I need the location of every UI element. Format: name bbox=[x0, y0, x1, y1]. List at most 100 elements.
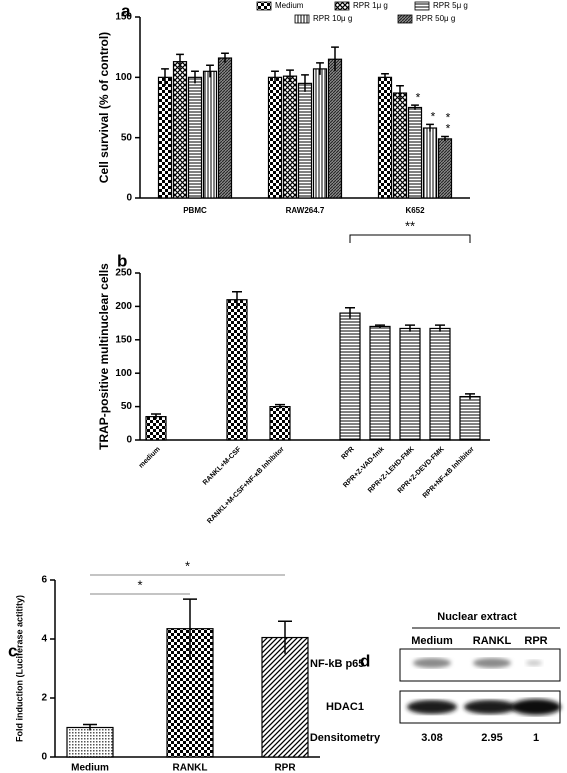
error-bar bbox=[221, 52, 229, 63]
panel-letter: a bbox=[121, 1, 131, 20]
bar bbox=[226, 299, 248, 441]
bar bbox=[217, 57, 233, 199]
x-tick-label: RAW264.7 bbox=[286, 206, 325, 215]
bar bbox=[297, 82, 313, 199]
x-tick-label: K652 bbox=[405, 206, 425, 215]
error-bar bbox=[381, 72, 389, 81]
y-tick-label: 0 bbox=[126, 435, 132, 446]
significance-label: * bbox=[137, 577, 142, 592]
band bbox=[511, 699, 561, 715]
y-tick-label: 50 bbox=[121, 132, 133, 143]
bar bbox=[145, 416, 167, 441]
x-tick-label: RANKL+M-CSF+NF-κB Inhibitor bbox=[206, 446, 286, 526]
band bbox=[473, 658, 511, 668]
error-bar bbox=[206, 64, 214, 78]
error-bar bbox=[375, 324, 385, 328]
significance-mark: * bbox=[416, 90, 421, 104]
error-bar bbox=[271, 70, 279, 84]
x-tick-label: RPR+NF-κB Inhibitor bbox=[422, 446, 476, 500]
bar bbox=[312, 68, 328, 199]
legend-swatch bbox=[397, 14, 413, 24]
bar bbox=[282, 75, 298, 199]
chart-panel: a Cell survival (% of control) 0 50 100 150 PB… bbox=[97, 1, 470, 215]
column-header: Medium bbox=[411, 635, 453, 647]
y-tick-label: 250 bbox=[115, 268, 132, 279]
y-tick-label: 0 bbox=[41, 752, 47, 763]
error-bar bbox=[405, 324, 415, 332]
x-tick-label: RPR bbox=[340, 446, 355, 461]
bar bbox=[157, 76, 173, 199]
blot-panel: d Nuclear extract Medium RANKL RPR NF-kB… bbox=[310, 611, 561, 744]
y-tick-label: 4 bbox=[41, 634, 47, 645]
band bbox=[407, 700, 457, 714]
legend-label: Medium bbox=[275, 1, 304, 10]
error-bar bbox=[396, 85, 404, 101]
panel-letter: b bbox=[117, 251, 127, 270]
legend-swatch bbox=[294, 14, 310, 24]
bar bbox=[267, 76, 283, 199]
row-label: NF-kB p65 bbox=[310, 658, 364, 670]
legend-label: RPR 10μ g bbox=[313, 14, 352, 23]
y-tick-label: 6 bbox=[41, 575, 47, 586]
y-tick-label: 150 bbox=[115, 12, 132, 23]
x-tick-label: RANKL bbox=[173, 763, 208, 773]
bar bbox=[399, 327, 421, 441]
error-bar bbox=[331, 46, 339, 72]
error-bar bbox=[191, 70, 199, 84]
panel-letter: d bbox=[360, 651, 370, 670]
bar bbox=[437, 138, 453, 199]
error-bar bbox=[301, 74, 309, 92]
bar bbox=[339, 312, 361, 441]
column-header: RPR bbox=[524, 635, 547, 647]
error-bar bbox=[278, 620, 292, 654]
bar bbox=[369, 325, 391, 441]
y-tick-label: 2 bbox=[41, 693, 47, 704]
y-tick-label: 100 bbox=[115, 72, 132, 83]
band bbox=[413, 658, 451, 668]
bar bbox=[422, 127, 438, 199]
band bbox=[464, 700, 516, 714]
error-bar bbox=[465, 393, 475, 400]
y-tick-label: 50 bbox=[121, 401, 133, 412]
error-bar bbox=[83, 723, 97, 731]
error-bar bbox=[161, 68, 169, 86]
bar bbox=[187, 76, 203, 199]
y-tick-label: 200 bbox=[115, 301, 132, 312]
significance-mark: * bbox=[446, 122, 451, 136]
significance-label: * bbox=[185, 558, 190, 573]
densitometry-value: 1 bbox=[533, 732, 539, 744]
bar bbox=[407, 106, 423, 199]
error-bar bbox=[411, 104, 419, 110]
significance-mark: * bbox=[446, 111, 451, 125]
bar bbox=[429, 327, 451, 441]
error-bar bbox=[151, 413, 161, 420]
legend-label: RPR 5μ g bbox=[433, 1, 468, 10]
legend-swatch bbox=[414, 1, 430, 11]
error-bar bbox=[232, 290, 242, 308]
x-tick-label: Medium bbox=[71, 763, 109, 773]
densitometry-label: Densitometry bbox=[310, 732, 381, 744]
densitometry-value: 3.08 bbox=[421, 732, 442, 744]
densitometry-value: 2.95 bbox=[481, 732, 502, 744]
band bbox=[526, 660, 542, 666]
error-bar bbox=[426, 123, 434, 132]
y-axis-title: Fold induction (Luciferase actitity) bbox=[14, 595, 24, 742]
y-axis-title: TRAP-positive multinuclear cells bbox=[97, 263, 111, 450]
y-tick-label: 100 bbox=[115, 368, 132, 379]
significance-label: ** bbox=[405, 218, 415, 233]
x-tick-label: RANKL+M-CSF bbox=[202, 445, 243, 486]
blot-title: Nuclear extract bbox=[437, 611, 517, 623]
bar bbox=[172, 61, 188, 199]
legend-label: RPR 1μ g bbox=[353, 1, 388, 10]
bar bbox=[392, 92, 408, 199]
x-tick-label: RPR bbox=[274, 763, 296, 773]
chart-panel: b TRAP-positive multinuclear cells 0 50 100 1… bbox=[97, 218, 490, 525]
bar bbox=[66, 726, 114, 758]
y-tick-label: 150 bbox=[115, 334, 132, 345]
bar bbox=[261, 636, 309, 758]
error-bar bbox=[183, 598, 197, 659]
y-axis-title: Cell survival (% of control) bbox=[97, 32, 111, 183]
panel-letter: c bbox=[8, 641, 17, 660]
